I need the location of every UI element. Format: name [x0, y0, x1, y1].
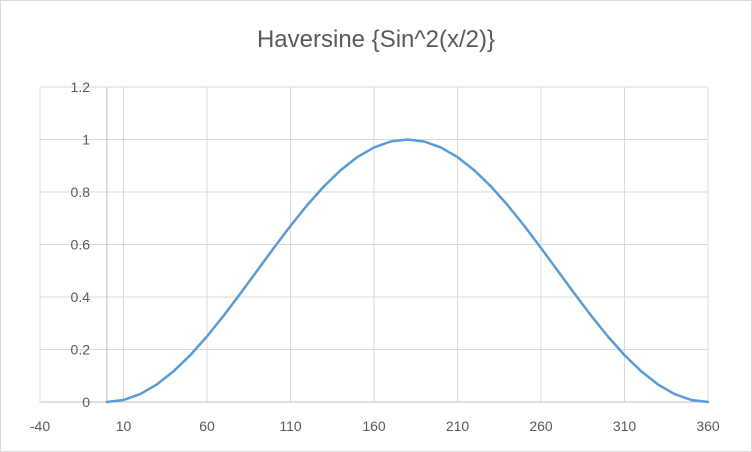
y-tick-label: 1: [82, 132, 90, 148]
tick-labels: -40 10 60 110 160 210 260 310 360 0 0.2 0.4 0.6 0.8 1 1…: [30, 79, 720, 434]
x-tick-label: 210: [446, 418, 470, 434]
x-tick-label: -40: [30, 418, 50, 434]
chart-title: Haversine {Sin^2(x/2)}: [256, 26, 496, 53]
y-tick-label: 0.2: [71, 342, 91, 358]
x-tick-label: 110: [279, 418, 302, 434]
x-tick-label: 260: [529, 418, 553, 434]
axes: [40, 87, 708, 403]
x-tick-label: 360: [696, 418, 720, 434]
series-line: [105, 138, 710, 404]
gridlines: [39, 86, 709, 403]
x-tick-label: 10: [116, 418, 132, 434]
x-tick-label: 160: [362, 418, 386, 434]
y-tick-label: 0.4: [71, 289, 91, 305]
y-tick-label: 0.8: [71, 184, 91, 200]
y-tick-label: 0: [82, 394, 90, 410]
x-tick-label: 60: [199, 418, 215, 434]
series-layer: [105, 138, 710, 404]
x-tick-label: 310: [613, 418, 637, 434]
y-tick-label: 1.2: [71, 79, 91, 95]
y-tick-label: 0.6: [71, 237, 91, 253]
